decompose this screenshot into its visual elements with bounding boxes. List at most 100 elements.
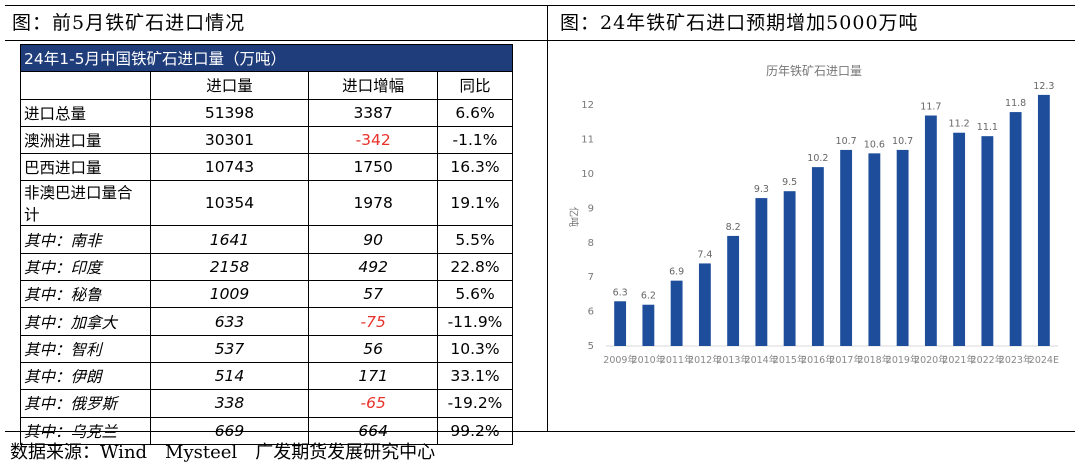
bar [811, 167, 824, 346]
row-label: 其中：印度 [20, 252, 151, 282]
bar [981, 136, 994, 346]
x-tick-label: 2016年 [801, 354, 835, 366]
data-label: 10.6 [864, 139, 885, 150]
volume-cell: 633 [149, 307, 310, 336]
data-label: 12.3 [1033, 81, 1054, 92]
x-tick-label: 2014年 [745, 354, 779, 366]
row-label: 其中：乌克兰 [20, 416, 151, 445]
table-row: 澳洲进口量 30301 -342 -1.1% [20, 125, 513, 155]
row-label: 其中：加拿大 [20, 307, 151, 336]
yoy-cell: -19.2% [437, 389, 513, 418]
row-label: 澳洲进口量 [20, 125, 151, 155]
left-panel-title: 图：前5月铁矿石进口情况 [12, 12, 246, 34]
bar [953, 132, 966, 346]
table-row: 其中：伊朗 514 171 33.1% [20, 361, 513, 391]
volume-cell: 10743 [149, 153, 310, 182]
table-row: 进口总量 51398 3387 6.6% [20, 98, 513, 127]
data-source: 数据来源：Wind Mysteel 广发期货发展研究中心 [10, 442, 436, 463]
yoy-cell: -11.9% [437, 307, 513, 336]
table-row: 其中：智利 537 56 10.3% [20, 334, 513, 363]
row-label: 巴西进口量 [20, 153, 151, 182]
volume-cell: 669 [149, 416, 310, 445]
bar [924, 115, 937, 347]
change-cell: 492 [308, 252, 439, 282]
row-label: 其中：秘鲁 [20, 280, 151, 309]
import-table: 24年1-5月中国铁矿石进口量（万吨） 进口量 进口增幅 同比 进口总量 5139… [20, 43, 513, 445]
bar [755, 198, 768, 346]
bar [1037, 94, 1050, 346]
bar [670, 280, 683, 346]
left-title-rule [5, 40, 547, 41]
panel-divider [547, 5, 548, 431]
change-cell: -65 [308, 389, 439, 418]
change-cell: -75 [308, 307, 439, 336]
data-label: 11.7 [920, 102, 941, 113]
x-tick-label: 2023年 [999, 354, 1033, 366]
y-tick-label: 5 [588, 341, 594, 352]
table-row: 其中：南非 1641 90 5.5% [20, 225, 513, 254]
change-cell: 171 [308, 361, 439, 391]
x-tick-label: 2011年 [660, 354, 694, 366]
bar [840, 149, 853, 346]
row-label: 其中：俄罗斯 [20, 389, 151, 418]
yoy-cell: 19.1% [437, 180, 513, 227]
volume-cell: 1009 [149, 280, 310, 309]
change-cell: 664 [308, 416, 439, 445]
table-row: 其中：印度 2158 492 22.8% [20, 252, 513, 282]
yoy-cell: 16.3% [437, 153, 513, 182]
y-tick-label: 8 [588, 238, 594, 249]
data-label: 8.2 [726, 222, 741, 233]
x-tick-label: 2022年 [971, 354, 1005, 366]
table-row: 其中：乌克兰 669 664 99.2% [20, 416, 513, 445]
header-cell: 同比 [437, 71, 513, 100]
volume-cell: 51398 [149, 98, 310, 127]
x-tick-label: 2010年 [632, 354, 666, 366]
table-title: 24年1-5月中国铁矿石进口量（万吨） [20, 43, 513, 73]
header-cell: 进口量 [149, 71, 310, 100]
bar [698, 263, 711, 346]
right-title-rule [548, 40, 1075, 41]
data-label: 11.2 [949, 119, 970, 130]
x-tick-label: 2018年 [858, 354, 892, 366]
change-cell: 1978 [308, 180, 439, 227]
data-label: 6.2 [641, 291, 656, 302]
yoy-cell: -1.1% [437, 125, 513, 155]
table-row: 其中：俄罗斯 338 -65 -19.2% [20, 389, 513, 418]
bar [868, 153, 881, 346]
header-cell [20, 71, 151, 100]
row-label: 其中：南非 [20, 225, 151, 254]
x-tick-label: 2015年 [773, 354, 807, 366]
data-label: 11.1 [977, 122, 998, 133]
bar [642, 304, 655, 346]
volume-cell: 514 [149, 361, 310, 391]
volume-cell: 1641 [149, 225, 310, 254]
data-label: 7.4 [697, 249, 712, 260]
bar [727, 235, 740, 346]
volume-cell: 338 [149, 389, 310, 418]
volume-cell: 537 [149, 334, 310, 363]
right-panel-title: 图：24年铁矿石进口预期增加5000万吨 [560, 12, 919, 34]
x-tick-label: 2009年 [603, 354, 637, 366]
volume-cell: 2158 [149, 252, 310, 282]
table-title-row: 24年1-5月中国铁矿石进口量（万吨） [20, 43, 513, 73]
yoy-cell: 33.1% [437, 361, 513, 391]
y-tick-label: 7 [588, 272, 594, 283]
y-tick-label: 11 [581, 135, 594, 146]
data-label: 9.5 [782, 177, 797, 188]
change-cell: -342 [308, 125, 439, 155]
x-tick-label: 2024E [1029, 355, 1059, 366]
row-label: 进口总量 [20, 98, 151, 127]
y-tick-label: 10 [581, 169, 594, 180]
x-tick-label: 2020年 [914, 354, 948, 366]
y-tick-label: 9 [588, 203, 594, 214]
bar [783, 191, 796, 346]
data-label: 6.3 [613, 287, 628, 298]
figure-frame [5, 5, 1075, 432]
data-label: 11.8 [1005, 98, 1026, 109]
change-cell: 3387 [308, 98, 439, 127]
data-label: 6.9 [669, 267, 684, 278]
x-tick-label: 2019年 [886, 354, 920, 366]
bar [614, 301, 627, 346]
yoy-cell: 22.8% [437, 252, 513, 282]
table-row: 其中：加拿大 633 -75 -11.9% [20, 307, 513, 336]
